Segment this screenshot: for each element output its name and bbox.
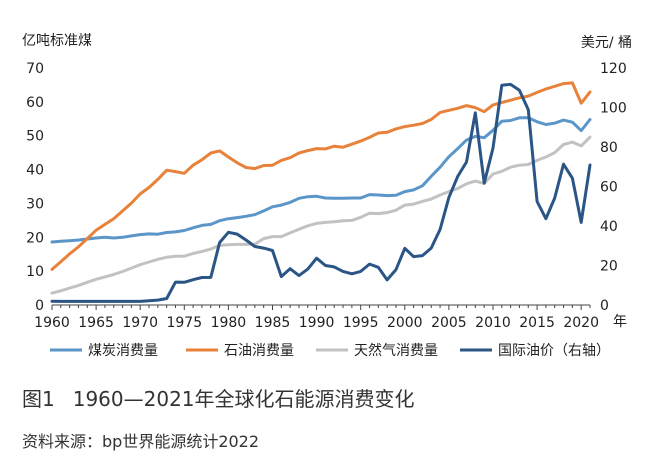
right-axis-unit: 美元/ 桶 bbox=[581, 35, 632, 51]
right-tick-label: 80 bbox=[600, 140, 618, 156]
right-tick-label: 40 bbox=[600, 219, 618, 235]
figure-caption: 图1 1960—2021年全球化石能源消费变化 bbox=[22, 383, 415, 412]
legend-label-0: 煤炭消费量 bbox=[88, 343, 158, 359]
left-tick-label: 50 bbox=[26, 129, 44, 145]
left-axis-unit: 亿吨标准煤 bbox=[22, 33, 92, 49]
figure-number: 图1 bbox=[22, 387, 55, 411]
x-tick-label: 1990 bbox=[299, 315, 335, 331]
x-axis-unit: 年 bbox=[613, 314, 627, 330]
legend-label-1: 石油消费量 bbox=[224, 343, 294, 359]
right-tick-label: 60 bbox=[600, 180, 618, 196]
x-tick-label: 1970 bbox=[122, 315, 158, 331]
chart-title: 1960—2021年全球化石能源消费变化 bbox=[72, 387, 415, 411]
x-tick-label: 2010 bbox=[475, 315, 511, 331]
series-line-1 bbox=[50, 81, 592, 271]
right-tick-label: 120 bbox=[600, 61, 627, 77]
left-tick-label: 0 bbox=[35, 298, 44, 314]
right-tick-label: 100 bbox=[600, 101, 627, 117]
x-tick-label: 1975 bbox=[166, 315, 202, 331]
legend-label-3: 国际油价（右轴） bbox=[498, 343, 610, 359]
left-tick-label: 10 bbox=[26, 264, 44, 280]
legend: 煤炭消费量 石油消费量 天然气消费量 国际油价（右轴） bbox=[50, 342, 610, 359]
x-tick-label: 1960 bbox=[34, 315, 70, 331]
left-tick-label: 70 bbox=[26, 61, 44, 77]
x-tick-label: 1995 bbox=[343, 315, 379, 331]
series-line-3 bbox=[50, 82, 592, 303]
left-tick-label: 40 bbox=[26, 163, 44, 179]
x-tick-label: 1980 bbox=[211, 315, 247, 331]
right-axis: 0 20 40 60 80 100 120 bbox=[600, 61, 627, 314]
right-tick-label: 20 bbox=[600, 259, 618, 275]
x-tick-label: 2015 bbox=[519, 315, 555, 331]
x-tick-label: 2000 bbox=[387, 315, 423, 331]
x-tick-label: 1965 bbox=[78, 315, 114, 331]
x-tick-label: 2005 bbox=[431, 315, 467, 331]
x-tick-label: 2020 bbox=[563, 315, 599, 331]
left-tick-label: 30 bbox=[26, 196, 44, 212]
left-tick-label: 60 bbox=[26, 95, 44, 111]
left-axis: 0 10 20 30 40 50 60 70 bbox=[26, 61, 44, 314]
x-axis: 1960 1965 1970 1975 1980 1985 1990 1995 2000 2005… bbox=[34, 304, 599, 331]
series-line-0 bbox=[50, 116, 592, 244]
series-lines bbox=[50, 81, 592, 303]
left-tick-label: 20 bbox=[26, 230, 44, 246]
legend-label-2: 天然气消费量 bbox=[354, 342, 438, 359]
series-line-2 bbox=[50, 135, 592, 295]
chart-canvas: 0 10 20 30 40 50 60 70 0 20 40 60 80 100 120 1960 1965… bbox=[22, 33, 632, 359]
x-tick-label: 1985 bbox=[255, 315, 291, 331]
right-tick-label: 0 bbox=[600, 298, 609, 314]
source-note: 资料来源：bp世界能源统计2022 bbox=[22, 432, 260, 451]
